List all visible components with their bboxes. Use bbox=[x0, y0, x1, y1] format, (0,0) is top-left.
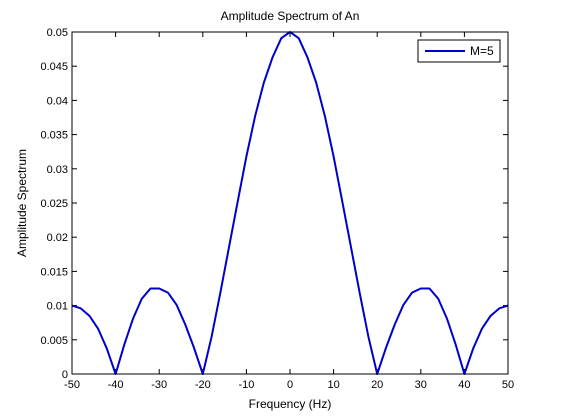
y-tick-label: 0.035 bbox=[40, 130, 68, 142]
x-tick-label: 0 bbox=[287, 379, 293, 391]
y-tick-labels: 0 0.005 0.01 0.015 0.02 0.025 0.03 0.035 0.04 0.0… bbox=[40, 27, 68, 381]
y-tick-label: 0.05 bbox=[47, 27, 68, 39]
y-axis-label: Amplitude Spectrum bbox=[15, 149, 29, 257]
x-tick-label: 20 bbox=[371, 379, 383, 391]
x-tick-label: -50 bbox=[64, 379, 80, 391]
y-tick-label: 0.02 bbox=[47, 232, 68, 244]
y-tick-label: 0.01 bbox=[47, 301, 68, 313]
x-tick-label: -10 bbox=[238, 379, 254, 391]
legend-label-m5: M=5 bbox=[470, 44, 494, 58]
chart-title: Amplitude Spectrum of An bbox=[221, 9, 360, 23]
y-tick-label: 0.025 bbox=[40, 198, 68, 210]
y-tick-label: 0.015 bbox=[40, 266, 68, 278]
x-tick-labels: -50 -40 -30 -20 -10 0 10 20 30 40 50 bbox=[64, 379, 514, 391]
x-tick-label: -30 bbox=[151, 379, 167, 391]
x-tick-label: 40 bbox=[458, 379, 470, 391]
y-tick-label: 0 bbox=[62, 369, 68, 381]
x-tick-label: 30 bbox=[415, 379, 427, 391]
axes-box bbox=[71, 31, 509, 375]
x-tick-label: -40 bbox=[108, 379, 124, 391]
plot-area bbox=[72, 32, 508, 374]
legend: M=5 bbox=[417, 39, 501, 63]
y-tick-label: 0.005 bbox=[40, 335, 68, 347]
x-tick-label: 10 bbox=[327, 379, 339, 391]
x-tick-label: 50 bbox=[502, 379, 514, 391]
x-tick-label: -20 bbox=[195, 379, 211, 391]
y-tick-label: 0.04 bbox=[47, 95, 68, 107]
y-tick-label: 0.03 bbox=[47, 164, 68, 176]
x-axis-label: Frequency (Hz) bbox=[249, 397, 332, 411]
y-tick-label: 0.045 bbox=[40, 61, 68, 73]
